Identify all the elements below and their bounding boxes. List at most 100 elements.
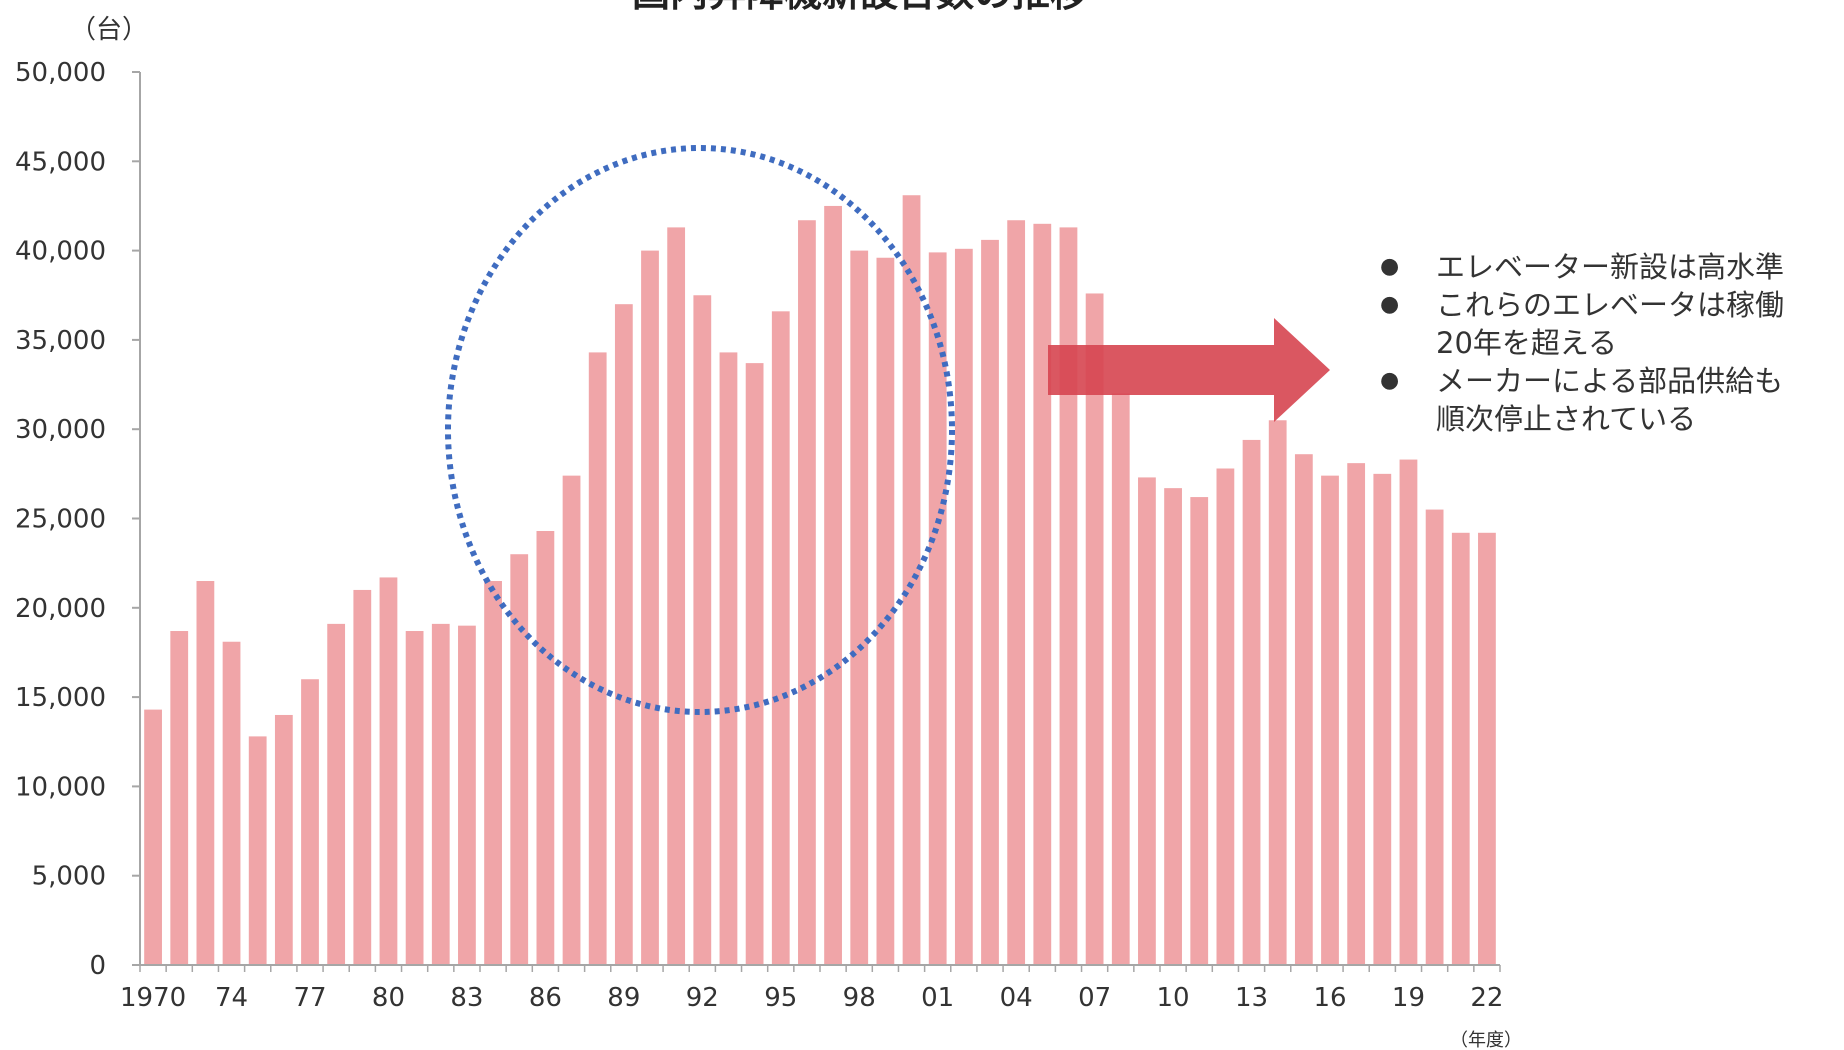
bar-1970	[144, 709, 162, 965]
bar-1974	[248, 736, 267, 965]
bar-2015	[1321, 475, 1339, 965]
y-tick-label: 40,000	[15, 237, 106, 267]
y-tick-label: 20,000	[15, 594, 106, 624]
bar-1993	[745, 363, 764, 965]
bar-2012	[1242, 439, 1261, 965]
bar-1985	[536, 531, 555, 965]
y-tick-label: 30,000	[15, 415, 106, 445]
bar-2010	[1190, 497, 1209, 965]
bar-2006	[1085, 293, 1104, 965]
bar-2014	[1294, 454, 1313, 965]
bar-1983	[484, 581, 502, 965]
bar-1991	[693, 295, 712, 965]
x-tick-label: 83	[450, 983, 483, 1013]
y-axis: 0 5,000 10,000 15,000 20,000 25,000 30,000 35,0…	[15, 58, 140, 981]
bar-1984	[510, 554, 529, 965]
bar-1989	[641, 250, 659, 966]
note-text: メーカーによる部品供給も 順次停止されている	[1436, 364, 1784, 436]
bar-1995	[798, 220, 816, 965]
bar-1986	[562, 475, 581, 965]
y-tick-label: 25,000	[15, 505, 106, 535]
right-arrow-icon	[1048, 318, 1330, 422]
bar-1987	[588, 352, 607, 966]
bar-2013	[1268, 420, 1287, 965]
bar-1972	[196, 581, 215, 965]
bar-1988	[614, 304, 633, 965]
bar-2019	[1425, 509, 1444, 965]
bar-2000	[928, 252, 947, 966]
note-text: エレベーター新設は高水準	[1436, 250, 1785, 284]
bar-2009	[1164, 488, 1182, 965]
x-tick-label: 04	[1000, 983, 1033, 1013]
bar-1977	[327, 623, 346, 965]
x-tick-label: 74	[215, 983, 248, 1013]
x-tick-label: 95	[764, 983, 797, 1013]
x-tick-label: 98	[843, 983, 876, 1013]
bullet-icon: ●	[1380, 292, 1400, 317]
bar-1994	[771, 311, 790, 966]
x-axis-unit-label: （年度）	[1450, 1030, 1522, 1050]
bar-2011	[1216, 468, 1235, 965]
x-tick-label: 07	[1078, 983, 1111, 1013]
bar-1992	[719, 352, 738, 966]
bar-2016	[1347, 463, 1366, 965]
x-tick-label: 77	[293, 983, 326, 1013]
x-tick-label: 92	[686, 983, 719, 1013]
bar-1999	[902, 195, 921, 965]
bar-1990	[667, 227, 686, 965]
bar-1971	[170, 631, 189, 965]
x-tick-label: 80	[372, 983, 405, 1013]
note-item: ● メーカーによる部品供給も 順次停止されている	[1380, 362, 1840, 438]
y-tick-label: 5,000	[32, 862, 106, 892]
x-tick-label: 22	[1470, 983, 1503, 1013]
bar-1998	[876, 257, 895, 965]
bullet-icon: ●	[1380, 254, 1400, 279]
bar-1980	[405, 631, 424, 965]
bar-1973	[222, 641, 241, 965]
bar-2007	[1111, 393, 1130, 966]
note-item: ● これらのエレベータは稼働 20年を超える	[1380, 286, 1840, 362]
bar-1997	[850, 250, 869, 966]
bar-1978	[353, 589, 372, 965]
y-tick-label: 50,000	[15, 58, 106, 88]
bar-2002	[981, 239, 999, 965]
bullet-icon: ●	[1380, 368, 1400, 393]
bar-1996	[824, 205, 842, 965]
bar-2018	[1399, 459, 1418, 965]
y-tick-label: 0	[89, 951, 106, 981]
highlight-ellipse	[445, 145, 955, 715]
bar-1975	[274, 714, 293, 965]
x-tick-label: 1970	[120, 983, 186, 1013]
bar-1982	[458, 625, 476, 965]
bar-2005	[1059, 227, 1078, 965]
annotation-notes: ● エレベーター新設は高水準 ● これらのエレベータは稼働 20年を超える ● …	[1380, 248, 1840, 438]
bar-2001	[954, 248, 973, 966]
x-tick-label: 19	[1392, 983, 1425, 1013]
y-tick-label: 10,000	[15, 772, 106, 802]
bar-2004	[1033, 223, 1052, 965]
bar-2020	[1451, 532, 1470, 965]
y-tick-label: 35,000	[15, 326, 106, 356]
bar-2021	[1478, 532, 1496, 965]
y-tick-label: 15,000	[15, 683, 106, 713]
x-axis: 1970 74 77 80 83 86 89 92 95 98 01 04 07 10 13 16 19 22	[120, 965, 1503, 1013]
bar-1979	[379, 577, 398, 965]
bar-2017	[1373, 473, 1392, 965]
x-tick-label: 86	[529, 983, 562, 1013]
x-tick-label: 16	[1313, 983, 1346, 1013]
chart-title: 国内昇降機新設台数の推移	[632, 0, 1088, 15]
x-tick-label: 13	[1235, 983, 1268, 1013]
bar-2008	[1138, 477, 1156, 965]
note-text: これらのエレベータは稼働 20年を超える	[1436, 288, 1785, 360]
bar-2003	[1007, 220, 1026, 965]
bar-1981	[431, 623, 450, 965]
bar-1976	[301, 679, 319, 965]
x-tick-label: 01	[921, 983, 954, 1013]
y-tick-label: 45,000	[15, 147, 106, 177]
note-item: ● エレベーター新設は高水準	[1380, 248, 1840, 286]
bar-series	[144, 195, 1496, 966]
y-axis-unit-label: （台）	[70, 15, 148, 45]
x-tick-label: 10	[1157, 983, 1190, 1013]
x-tick-label: 89	[607, 983, 640, 1013]
